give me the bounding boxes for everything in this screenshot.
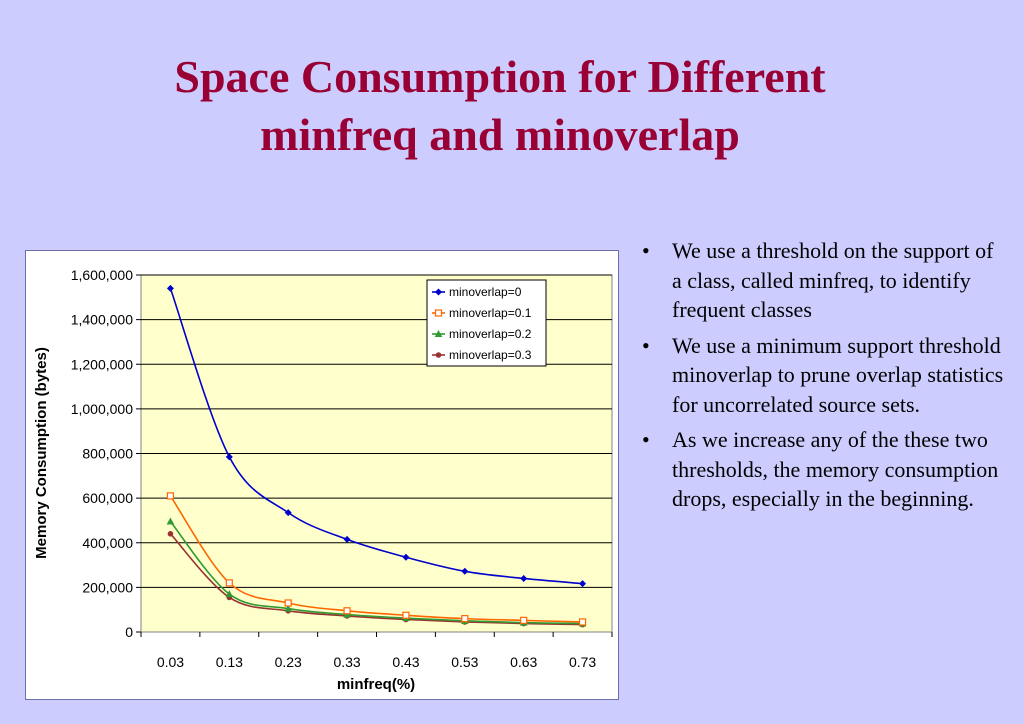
data-point — [435, 288, 442, 296]
y-axis-ticks: 0 200,000 400,000 600,000 800,000 1,000,000 1,… — [71, 267, 141, 640]
bullet-item: • We use a threshold on the support of a … — [636, 236, 1006, 325]
data-point — [434, 330, 443, 337]
data-point — [284, 599, 292, 607]
title-line-2: minfreq and minoverlap — [260, 109, 740, 160]
legend-label: minoverlap=0 — [449, 285, 522, 299]
y-tick-label: 0 — [125, 624, 133, 640]
data-point — [461, 567, 469, 575]
data-point — [225, 453, 233, 461]
legend-label: minoverlap=0.3 — [449, 348, 532, 362]
x-tick-label: 0.53 — [451, 654, 478, 670]
data-point — [167, 531, 174, 537]
data-point — [402, 611, 410, 619]
legend-label: minoverlap=0.1 — [449, 306, 532, 320]
y-tick-label: 800,000 — [82, 446, 133, 462]
data-point — [225, 579, 233, 587]
data-point — [434, 309, 443, 317]
y-tick-label: 1,400,000 — [71, 312, 133, 328]
data-point — [520, 616, 528, 624]
bullet-text: As we increase any of the these two thre… — [672, 427, 999, 511]
y-tick-label: 1,200,000 — [71, 356, 133, 372]
data-point — [343, 607, 351, 615]
data-point — [166, 517, 175, 525]
legend-box — [426, 279, 547, 367]
data-point — [461, 615, 469, 623]
slide-title: Space Consumption for Different minfreq … — [100, 48, 900, 164]
data-point — [166, 492, 175, 500]
bullet-glyph: • — [642, 332, 650, 358]
data-point — [578, 618, 587, 626]
data-point — [579, 580, 587, 588]
bullet-glyph: • — [642, 238, 650, 263]
data-point — [402, 553, 410, 561]
chart-container: 0 200,000 400,000 600,000 800,000 1,000,000 1,… — [25, 250, 619, 700]
legend: minoverlap=0 minoverlap=0.1 minoverlap=0.2… — [426, 279, 547, 367]
title-line-1: Space Consumption for Different — [174, 51, 826, 102]
bullet-text: We use a threshold on the support of a c… — [672, 238, 994, 322]
data-point — [284, 604, 292, 612]
data-point — [225, 590, 234, 598]
series-group — [166, 284, 587, 628]
data-point — [343, 535, 351, 543]
x-axis-ticks: 0.03 0.13 0.23 0.33 0.43 0.53 0.63 0.73 — [140, 632, 613, 670]
bullet-list: • We use a threshold on the support of a … — [636, 236, 1006, 520]
y-tick-label: 400,000 — [82, 535, 133, 551]
line-chart: 0 200,000 400,000 600,000 800,000 1,000,000 1,… — [33, 267, 613, 693]
y-axis-label: Memory Consumption (bytes) — [33, 347, 50, 559]
legend-label: minoverlap=0.2 — [449, 327, 532, 341]
x-tick-label: 0.43 — [392, 654, 419, 670]
data-point — [166, 284, 174, 292]
data-point — [520, 574, 528, 582]
y-tick-label: 600,000 — [82, 490, 133, 506]
bullet-text: We use a minimum support threshold minov… — [672, 332, 1004, 417]
data-point — [435, 352, 442, 358]
x-tick-label: 0.03 — [157, 654, 184, 670]
y-tick-label: 1,600,000 — [71, 267, 133, 283]
bullet-glyph: • — [642, 427, 650, 452]
data-point — [284, 509, 292, 517]
y-tick-label: 200,000 — [82, 579, 133, 595]
x-axis-label: minfreq(%) — [337, 676, 415, 693]
x-tick-label: 0.23 — [275, 654, 302, 670]
x-tick-label: 0.13 — [216, 654, 243, 670]
bullet-item: • As we increase any of the these two thr… — [636, 425, 1006, 514]
x-tick-label: 0.33 — [333, 654, 360, 670]
x-tick-label: 0.63 — [510, 654, 537, 670]
bullet-item: • We use a minimum support threshold mino… — [636, 331, 1006, 420]
y-tick-label: 1,000,000 — [71, 401, 133, 417]
x-tick-label: 0.73 — [569, 654, 596, 670]
